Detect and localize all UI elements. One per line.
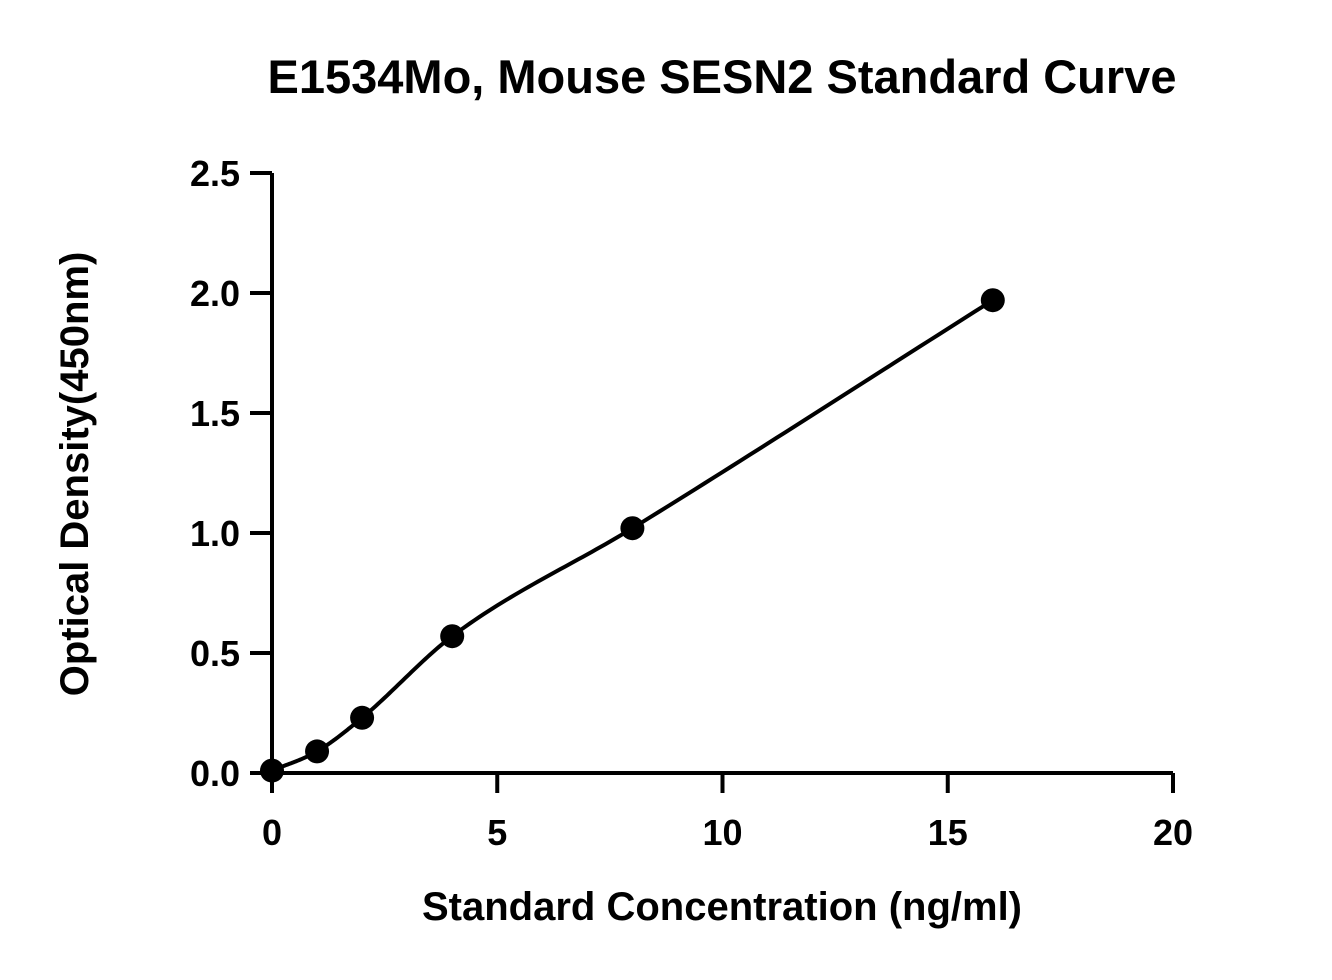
x-tick-label: 0 [262, 812, 282, 853]
chart-title: E1534Mo, Mouse SESN2 Standard Curve [268, 50, 1177, 103]
data-point [440, 624, 465, 649]
data-points [260, 288, 1005, 783]
y-tick-label: 1.0 [190, 513, 240, 554]
y-tick-label: 2.5 [190, 153, 240, 194]
y-axis-label: Optical Density(450nm) [53, 252, 97, 697]
data-point [620, 516, 645, 541]
y-tick-label: 1.5 [190, 393, 240, 434]
x-axis-label: Standard Concentration (ng/ml) [422, 885, 1022, 929]
y-tick-label: 2.0 [190, 273, 240, 314]
x-tick-label: 5 [487, 812, 507, 853]
y-tick-label: 0.0 [190, 753, 240, 794]
x-ticks: 0 5 10 15 20 [262, 773, 1193, 853]
x-tick-label: 10 [702, 812, 742, 853]
y-tick-label: 0.5 [190, 633, 240, 674]
x-tick-label: 15 [928, 812, 968, 853]
y-ticks: 0.0 0.5 1.0 1.5 2.0 2.5 [190, 153, 272, 794]
data-point [350, 705, 375, 730]
data-point [980, 288, 1005, 313]
x-tick-label: 20 [1153, 812, 1193, 853]
data-point [305, 739, 330, 764]
data-point [260, 758, 284, 783]
